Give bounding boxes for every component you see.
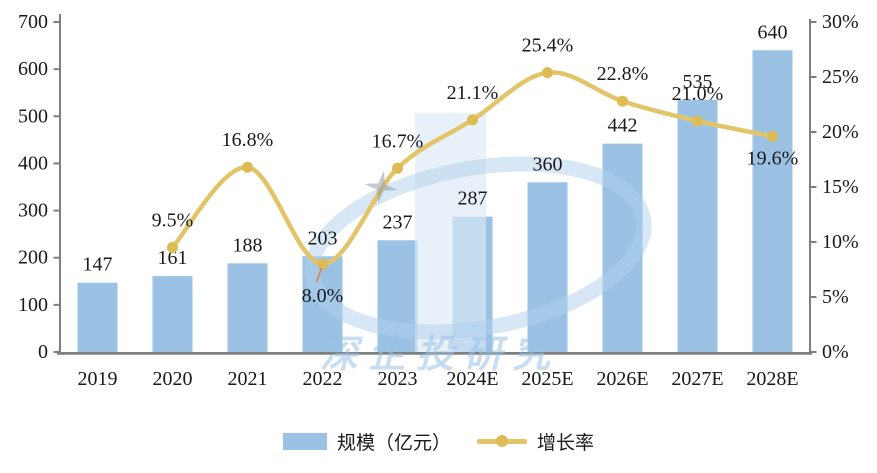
legend: 规模（亿元） 增长率 [0,424,877,458]
left-axis-tick-label: 100 [18,294,48,316]
bar-series-label: 规模（亿元） [336,432,451,454]
line-marker [467,114,478,126]
line-marker [542,67,553,79]
left-axis-tick-label: 400 [18,152,48,174]
left-axis-tick-label: 600 [18,58,48,80]
growth-rate-line [170,70,775,267]
bar-2025E [527,182,568,352]
line-swatch-marker-icon [496,435,508,447]
growth-point-label: 21.1% [447,82,499,104]
label-leader-line [315,267,323,283]
x-axis-category-label: 2024E [446,368,498,390]
legend-item-growth: 增长率 [477,428,594,455]
right-axis-tick-label: 5% [822,286,849,308]
bar-value-label: 161 [158,247,188,269]
watermark-text: 深企投研究 [320,333,560,376]
line-series-swatch [477,432,527,450]
line-marker [617,95,628,107]
line-marker [242,161,253,173]
right-axis-tick-label: 15% [822,176,859,198]
watermark-ring [304,156,652,340]
bar-value-label: 188 [233,234,263,256]
growth-point-label: 8.0% [302,285,344,307]
watermark-band [415,113,486,352]
x-axis-category-label: 2021 [228,368,268,390]
growth-point-label: 19.6% [747,147,799,169]
x-axis-category-label: 2028E [746,368,798,390]
bar-value-label: 237 [383,211,413,233]
x-axis-category-label: 2026E [596,368,648,390]
right-axis-tick-label: 10% [822,231,859,253]
x-axis-category-label: 2022 [303,368,343,390]
x-axis-category-label: 2023 [378,368,418,390]
right-axis-tick-label: 25% [822,66,859,88]
left-axis-tick-label: 200 [18,247,48,269]
x-axis-category-label: 2027E [671,368,723,390]
growth-point-label: 25.4% [522,35,574,57]
bar-2027E [677,99,718,353]
right-axis-tick-label: 20% [822,121,859,143]
legend-item-scale: 规模（亿元） [282,428,451,455]
bar-2020 [152,276,193,352]
x-axis-category-label: 2020 [153,368,193,390]
line-marker [317,258,328,270]
right-axis-tick-label: 0% [822,341,849,363]
growth-point-label: 16.7% [372,130,424,152]
left-axis-tick-label: 0 [38,341,48,363]
bar-value-label: 287 [458,188,488,210]
bar-value-label: 147 [83,254,113,276]
bar-2028E [752,50,793,353]
right-axis-tick-label: 30% [822,11,859,33]
bar-series-swatch [282,432,327,450]
line-marker [767,130,778,142]
x-axis-category-label: 2019 [78,368,118,390]
growth-point-label: 21.0% [672,83,724,105]
line-marker [392,162,403,174]
growth-point-label: 9.5% [152,210,194,232]
growth-point-label: 22.8% [597,63,649,85]
bar-value-label: 442 [608,115,638,137]
line-marker [692,115,703,127]
bar-value-label: 360 [533,153,563,175]
line-marker [167,242,178,253]
line-series-label: 增长率 [537,432,595,454]
left-axis-tick-label: 700 [18,11,48,33]
growth-point-label: 16.8% [222,129,274,151]
left-axis-tick-label: 500 [18,105,48,127]
bar-2019 [77,282,118,352]
bar-value-label: 203 [308,227,338,249]
left-axis-tick-label: 300 [18,200,48,222]
x-axis-category-label: 2025E [521,368,573,390]
watermark-star-icon [364,170,398,204]
bar-value-label: 535 [683,71,713,93]
bar-2021 [227,263,268,352]
bar-value-label: 640 [758,21,788,43]
